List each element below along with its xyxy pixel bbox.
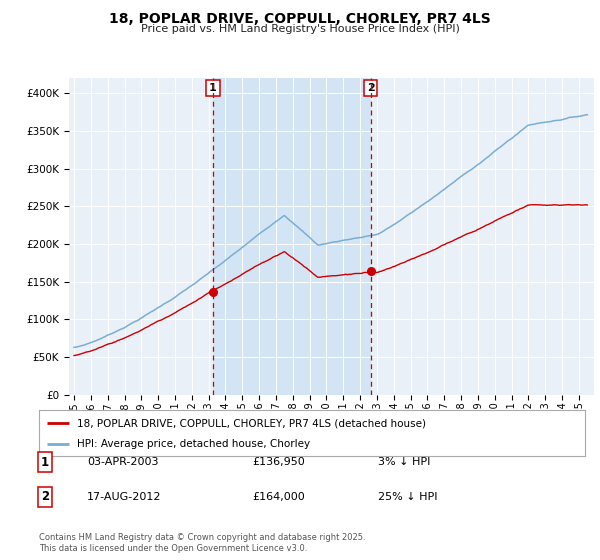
Text: 18, POPLAR DRIVE, COPPULL, CHORLEY, PR7 4LS: 18, POPLAR DRIVE, COPPULL, CHORLEY, PR7 … [109,12,491,26]
Bar [213,78,371,395]
Text: 18, POPLAR DRIVE, COPPULL, CHORLEY, PR7 4LS (detached house): 18, POPLAR DRIVE, COPPULL, CHORLEY, PR7 … [77,418,426,428]
Text: HPI: Average price, detached house, Chorley: HPI: Average price, detached house, Chor… [77,440,310,450]
Text: 1: 1 [209,83,217,93]
Text: Price paid vs. HM Land Registry's House Price Index (HPI): Price paid vs. HM Land Registry's House … [140,24,460,34]
Text: £136,950: £136,950 [252,457,305,467]
Text: 25% ↓ HPI: 25% ↓ HPI [378,492,437,502]
Text: 3% ↓ HPI: 3% ↓ HPI [378,457,430,467]
Text: 2: 2 [367,83,374,93]
Text: 03-APR-2003: 03-APR-2003 [87,457,158,467]
Text: 2: 2 [41,490,49,503]
Text: 17-AUG-2012: 17-AUG-2012 [87,492,161,502]
Text: 1: 1 [41,455,49,469]
Text: Contains HM Land Registry data © Crown copyright and database right 2025.
This d: Contains HM Land Registry data © Crown c… [39,533,365,553]
Text: £164,000: £164,000 [252,492,305,502]
